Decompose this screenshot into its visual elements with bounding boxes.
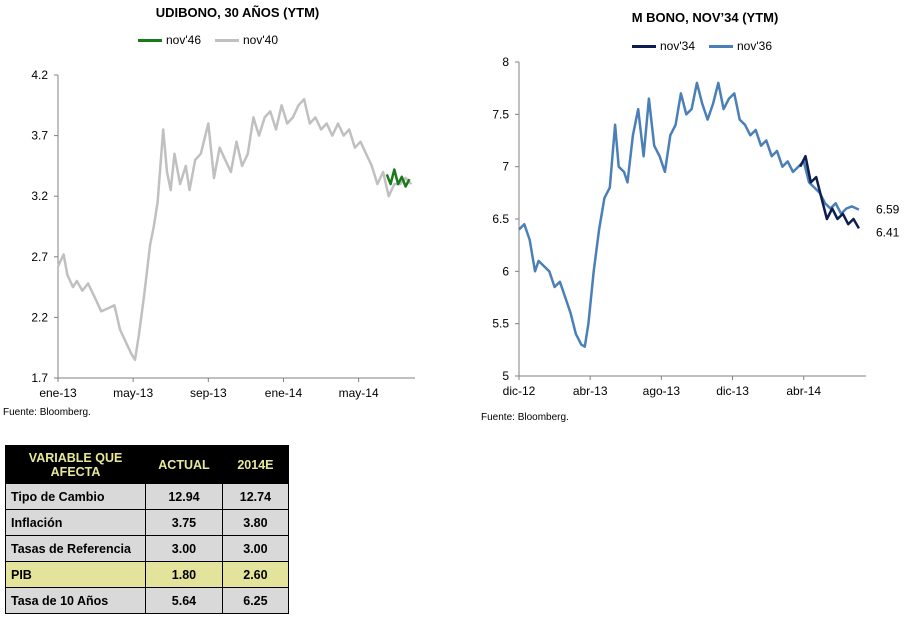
right-y-tick-label: 5	[502, 369, 509, 383]
left-x-tick-label: ene-13	[39, 386, 77, 400]
legend-label-nov40: nov'40	[243, 33, 278, 47]
left-x-tick-label: ene-14	[265, 386, 303, 400]
left-y-tick-label: 3.2	[31, 189, 48, 203]
legend-swatch-nov36	[709, 44, 733, 48]
left-y-tick-label: 3.7	[31, 129, 48, 143]
left-y-tick-label: 2.2	[31, 310, 48, 324]
legend-swatch-nov46	[138, 38, 162, 42]
left-y-tick-label: 2.7	[31, 250, 48, 264]
table-row: PIB 1.80 2.60	[4, 561, 290, 588]
right-x-tick-label: dic-13	[716, 384, 749, 398]
header-variable: VARIABLE QUE AFECTA	[4, 445, 147, 484]
row-label: Inflación	[4, 509, 147, 536]
left-y-tick-label: 1.7	[31, 371, 48, 385]
row-estimate: 6.25	[221, 587, 290, 614]
right-y-tick-label: 6	[502, 264, 509, 278]
end-label-nov36: 6.59	[876, 203, 900, 217]
row-estimate: 3.00	[221, 535, 290, 562]
right-chart-title: M BONO, NOV’34 (YTM)	[631, 10, 779, 25]
right-x-tick-label: abr-13	[573, 384, 608, 398]
right-x-tick-label: dic-12	[503, 384, 536, 398]
left-series-line-nov40	[56, 97, 413, 362]
row-estimate: 12.74	[221, 483, 290, 510]
right-x-tick-label: ago-13	[643, 384, 681, 398]
left-chart-source: Fuente: Bloomberg.	[3, 407, 91, 418]
legend-swatch-nov34	[632, 44, 656, 48]
row-label: Tipo de Cambio	[4, 483, 147, 510]
table-row: Tipo de Cambio 12.94 12.74	[4, 483, 290, 510]
variables-table: VARIABLE QUE AFECTA ACTUAL 2014E Tipo de…	[4, 445, 290, 614]
right-chart-legend: nov'34 nov'36	[632, 39, 772, 53]
left-series-line-nov46	[385, 168, 411, 188]
legend-label-nov34: nov'34	[660, 39, 695, 53]
left-y-tick-label: 4.2	[31, 68, 48, 82]
right-x-tick-label: abr-14	[786, 384, 821, 398]
right-y-tick-label: 8	[502, 55, 509, 69]
legend-label-nov46: nov'46	[166, 33, 201, 47]
end-label-nov34: 6.41	[876, 225, 900, 239]
left-x-tick-label: may-13	[113, 386, 153, 400]
row-actual: 3.00	[145, 535, 223, 562]
row-actual: 5.64	[145, 587, 223, 614]
legend-item-nov40: nov'40	[215, 33, 278, 47]
row-label: PIB	[4, 561, 147, 588]
left-x-tick-label: may-14	[339, 386, 379, 400]
table-row: Tasas de Referencia 3.00 3.00	[4, 535, 290, 562]
legend-item-nov34: nov'34	[632, 39, 695, 53]
row-estimate: 2.60	[221, 561, 290, 588]
table-row: Inflación 3.75 3.80	[4, 509, 290, 536]
right-y-tick-label: 6.5	[492, 212, 509, 226]
row-actual: 1.80	[145, 561, 223, 588]
header-actual: ACTUAL	[145, 445, 223, 484]
left-chart-legend: nov'46 nov'40	[138, 33, 278, 47]
row-label: Tasas de Referencia	[4, 535, 147, 562]
right-chart-source: Fuente: Bloomberg.	[481, 412, 569, 423]
right-series-line-nov34	[799, 154, 860, 230]
row-label: Tasa de 10 Años	[4, 587, 147, 614]
row-estimate: 3.80	[221, 509, 290, 536]
header-estimate: 2014E	[221, 445, 290, 484]
legend-item-nov36: nov'36	[709, 39, 772, 53]
right-y-tick-label: 7	[502, 160, 509, 174]
table-header-row: VARIABLE QUE AFECTA ACTUAL 2014E	[4, 445, 290, 484]
right-y-tick-label: 7.5	[492, 107, 509, 121]
row-actual: 12.94	[145, 483, 223, 510]
left-chart-title: UDIBONO, 30 AÑOS (YTM)	[155, 5, 320, 20]
legend-item-nov46: nov'46	[138, 33, 201, 47]
row-actual: 3.75	[145, 509, 223, 536]
left-x-tick-label: sep-13	[190, 386, 227, 400]
right-series-line-nov36	[518, 81, 860, 348]
table-row: Tasa de 10 Años 5.64 6.25	[4, 587, 290, 614]
right-y-tick-label: 5.5	[492, 317, 509, 331]
legend-swatch-nov40	[215, 38, 239, 42]
legend-label-nov36: nov'36	[737, 39, 772, 53]
